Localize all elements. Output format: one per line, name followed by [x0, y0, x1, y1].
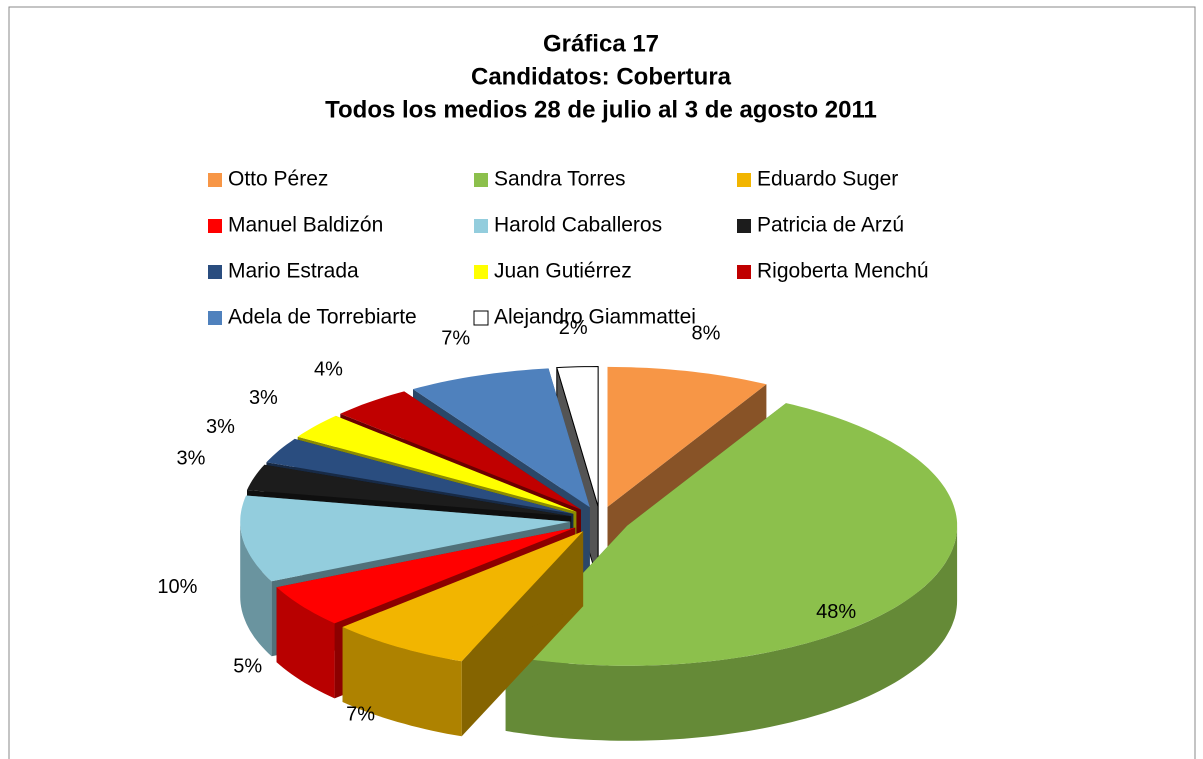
slice-top	[340, 391, 581, 510]
chart-title: Candidatos: Cobertura	[471, 63, 732, 90]
legend-swatch	[474, 173, 488, 187]
legend-swatch	[208, 311, 222, 325]
slice-top	[505, 403, 958, 666]
pie-slice	[342, 531, 584, 737]
data-label: 7%	[346, 703, 375, 725]
data-label: 3%	[206, 416, 235, 438]
slice-top	[247, 464, 572, 517]
slice-side	[505, 525, 958, 741]
slice-top	[240, 495, 571, 582]
legend-label: Eduardo Suger	[757, 168, 898, 191]
data-label: 8%	[691, 322, 720, 344]
legend-label: Sandra Torres	[494, 168, 626, 191]
slice-top	[276, 527, 576, 624]
legend-swatch	[208, 265, 222, 279]
legend-label: Adela de Torrebiarte	[228, 306, 417, 329]
legend-label: Alejandro Giammattei	[494, 306, 696, 329]
data-label: 48%	[816, 601, 856, 623]
legend-swatch	[737, 173, 751, 187]
legend-swatch	[474, 219, 488, 233]
chart-title: Gráfica 17	[543, 30, 659, 57]
legend-swatch	[208, 173, 222, 187]
legend-swatch	[737, 265, 751, 279]
legend-label: Otto Pérez	[228, 168, 328, 191]
chart-title: Todos los medios 28 de julio al 3 de ago…	[325, 96, 877, 123]
data-label: 5%	[233, 655, 262, 677]
data-label: 10%	[157, 576, 197, 598]
data-label: 3%	[249, 387, 278, 409]
slice-side	[276, 587, 335, 699]
slice-top	[297, 415, 577, 512]
data-label: 3%	[176, 448, 205, 470]
slice-side	[342, 627, 462, 737]
data-label: 4%	[314, 358, 343, 380]
data-label: 2%	[559, 317, 588, 339]
chart-frame	[8, 6, 1196, 759]
legend-label: Harold Caballeros	[494, 214, 662, 237]
slice-top	[266, 438, 574, 514]
legend-label: Juan Gutiérrez	[494, 260, 632, 283]
pie-slice	[505, 403, 958, 741]
legend-label: Patricia de Arzú	[757, 214, 904, 237]
legend-swatch	[208, 219, 222, 233]
legend-swatch	[473, 310, 489, 326]
slice-top	[342, 531, 584, 662]
legend-swatch	[737, 219, 751, 233]
data-label: 7%	[441, 328, 470, 350]
legend-label: Rigoberta Menchú	[757, 260, 929, 283]
legend-label: Manuel Baldizón	[228, 214, 383, 237]
slice-side	[240, 521, 272, 657]
legend-label: Mario Estrada	[228, 260, 359, 283]
legend-swatch	[474, 265, 488, 279]
slice-top	[413, 368, 590, 508]
slice-top	[556, 365, 599, 507]
slice-top	[607, 366, 767, 507]
